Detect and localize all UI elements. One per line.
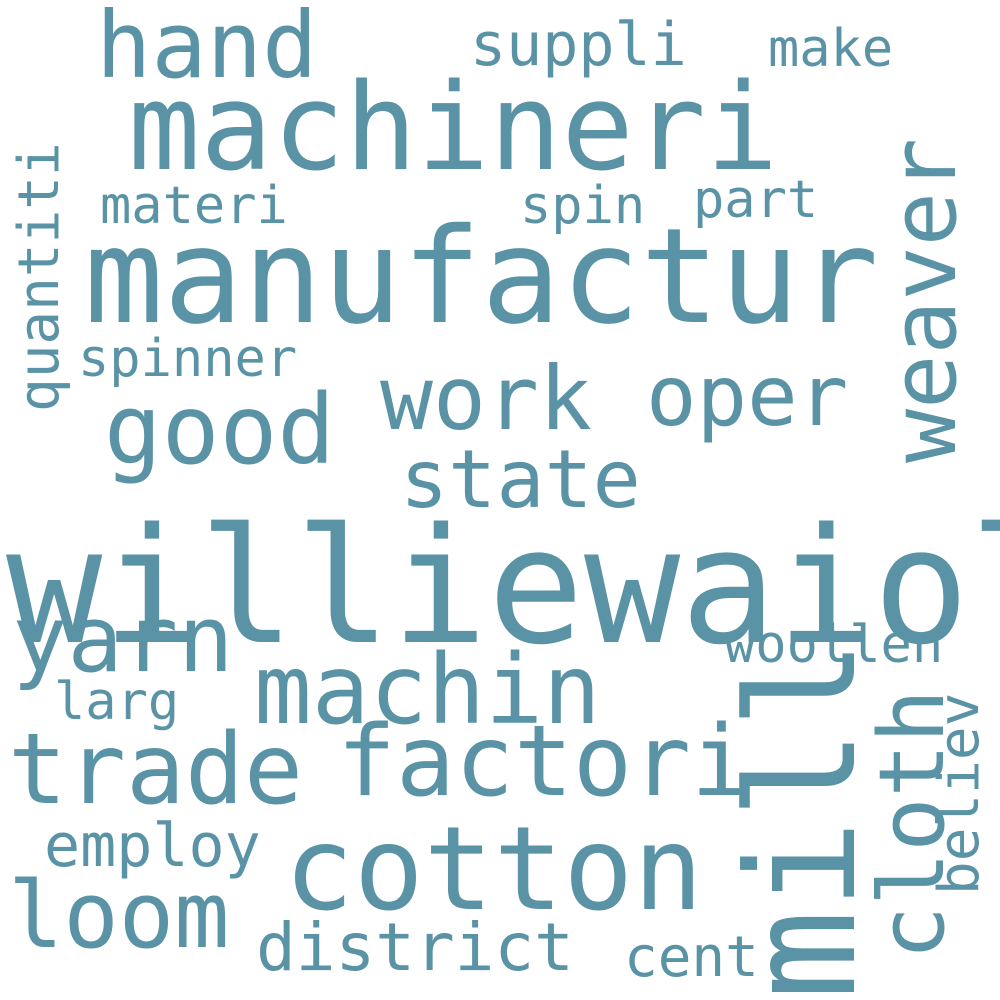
word-state: state	[400, 433, 641, 526]
word-weaver: weaver	[872, 137, 977, 463]
word-cotton: cotton	[284, 802, 704, 937]
word-mill: mill	[716, 638, 890, 1000]
word-spinner: spinner	[78, 329, 298, 389]
word-oper: oper	[646, 347, 849, 445]
word-yarn: yarn	[12, 586, 234, 693]
word-part: part	[693, 170, 819, 230]
word-hand: hand	[96, 0, 318, 99]
word-factori: factori	[337, 705, 751, 819]
word-make: make	[768, 19, 894, 79]
word-employ: employ	[44, 811, 261, 881]
word-believ: believ	[927, 692, 992, 895]
word-loom: loom	[8, 862, 230, 969]
word-williewaiola: williewaiola	[6, 493, 1000, 680]
word-spin: spin	[520, 176, 646, 236]
word-machin: machin	[254, 634, 601, 746]
word-trade: trade	[8, 713, 304, 827]
word-district: district	[256, 909, 574, 986]
word-woollen: woollen	[724, 615, 944, 675]
word-machineri: machineri	[128, 59, 779, 198]
word-manufactur: manufactur	[84, 200, 879, 354]
word-work: work	[380, 347, 592, 450]
word-quantiti: quantiti	[7, 142, 72, 412]
word-suppli: suppli	[470, 10, 687, 80]
word-good: good	[104, 374, 336, 486]
word-larg: larg	[54, 672, 180, 732]
word-materi: materi	[100, 176, 288, 236]
word-cent: cent	[624, 925, 759, 990]
